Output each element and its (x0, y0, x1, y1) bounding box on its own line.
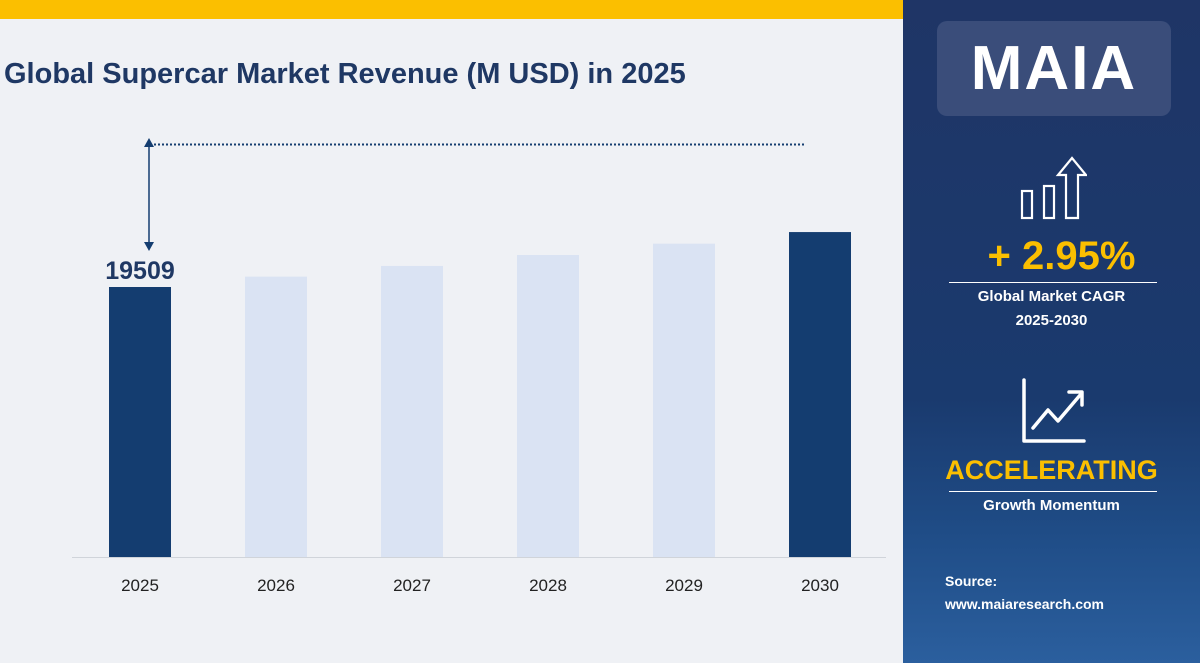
source-url[interactable]: www.maiaresearch.com (945, 596, 1105, 612)
x-tick-label: 2027 (393, 576, 431, 595)
arrow-head-up (144, 138, 154, 147)
momentum-label: Growth Momentum (983, 497, 1120, 514)
bar-2029 (653, 243, 715, 557)
bar-chart: 2025 19509 2026 2027 2028 2029 2030 (72, 138, 886, 595)
bar-2025 (109, 287, 171, 557)
maia-logo: MAIA (937, 21, 1171, 116)
x-tick-label: 2025 (121, 576, 159, 595)
chart-title: Global Supercar Market Revenue (M USD) i… (4, 58, 686, 90)
bar-2026 (245, 276, 307, 557)
x-tick-label: 2030 (801, 576, 839, 595)
divider (949, 491, 1157, 492)
cagr-value: + 2.95% (987, 234, 1136, 278)
bar-2028 (517, 254, 579, 557)
cagr-label: Global Market CAGR (977, 288, 1126, 305)
top-accent-bar (0, 0, 903, 19)
data-label-2025: 19509 (105, 257, 175, 285)
x-tick-label: 2029 (665, 576, 703, 595)
source-label: Source: (945, 573, 998, 589)
bar-2030 (789, 232, 851, 557)
bar-growth-arrow-icon (1020, 156, 1087, 220)
x-tick-label: 2028 (529, 576, 567, 595)
divider (949, 282, 1157, 283)
momentum-value: ACCELERATING (945, 455, 1158, 485)
arrow-head-down (144, 242, 154, 251)
line-chart-up-icon (1022, 378, 1086, 443)
summary-panel: MAIA + 2.95% Global Market CAGR 2025-203… (903, 0, 1200, 663)
cagr-period: 2025-2030 (1015, 312, 1088, 329)
bar-2027 (381, 265, 443, 557)
x-tick-label: 2026 (257, 576, 295, 595)
